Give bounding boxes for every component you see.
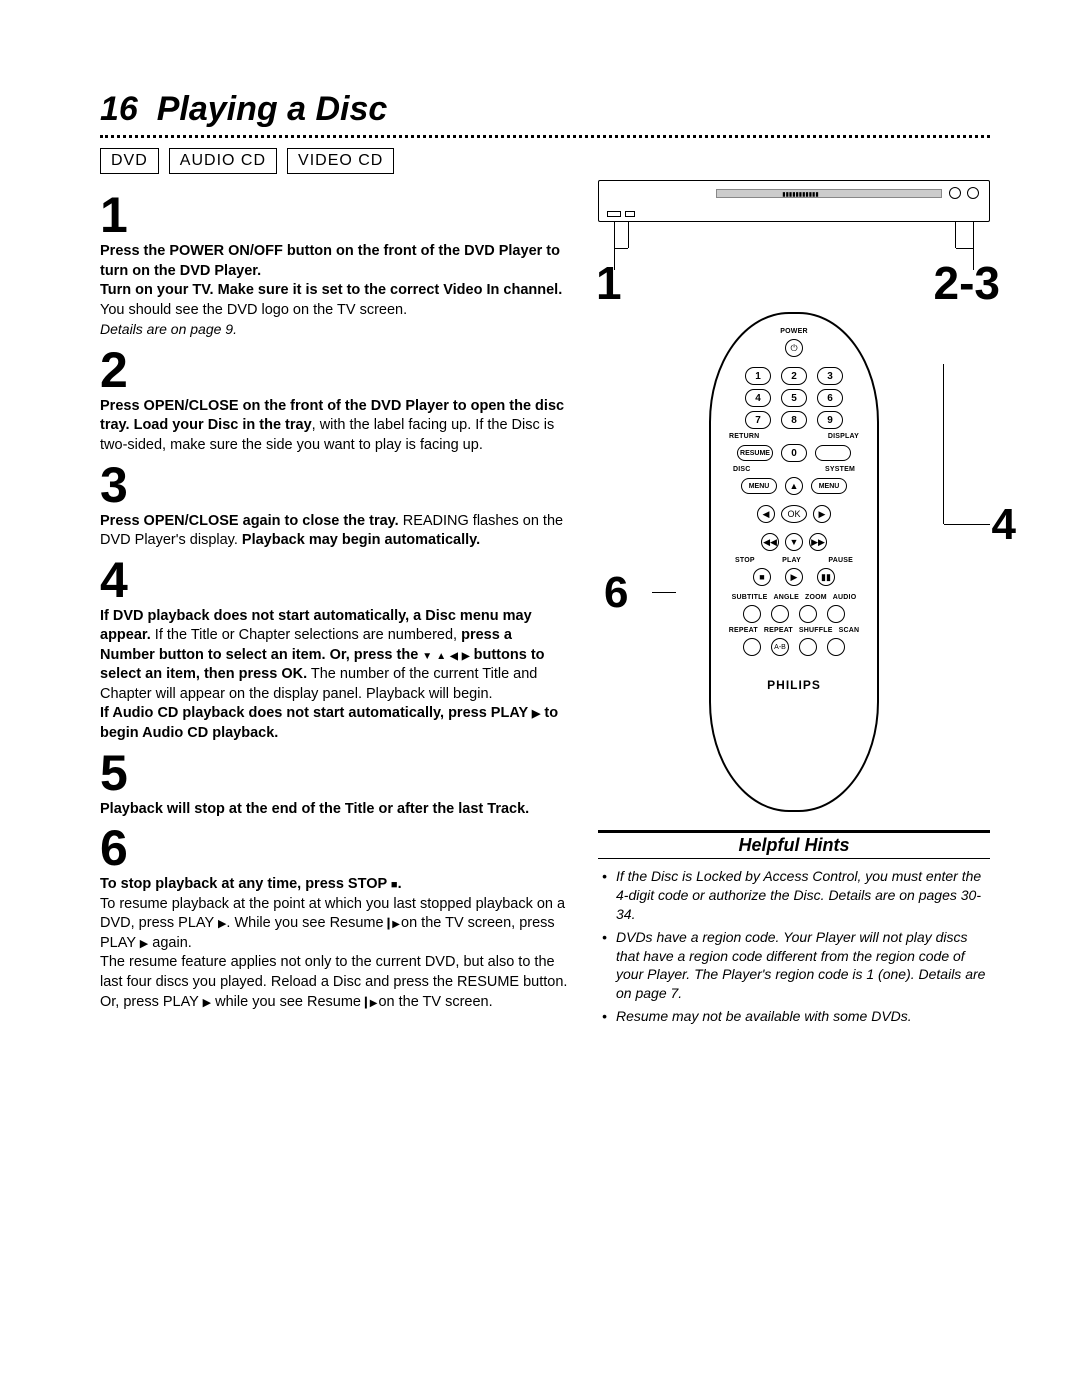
step-6-body: To stop playback at any time, press STOP…	[100, 875, 570, 1012]
helpful-hints-title: Helpful Hints	[598, 830, 990, 859]
device-right-button-1	[949, 187, 961, 199]
num-7: 7	[745, 411, 771, 429]
hint-item: If the Disc is Locked by Access Control,…	[602, 867, 990, 924]
steps-column: 1 Press the POWER ON/OFF button on the f…	[100, 186, 570, 1030]
remote-callout-6: 6	[604, 568, 628, 618]
remote-illustration: POWER ⏻ 1 2 3 4 5 6 7 8	[598, 312, 990, 812]
page-number: 16	[100, 90, 138, 128]
step-1-number: 1	[100, 190, 570, 240]
brand-logo: PHILIPS	[767, 678, 821, 692]
step-3-number: 3	[100, 460, 570, 510]
remote-callout-4: 4	[992, 500, 1016, 550]
shuffle-button	[799, 638, 817, 656]
dvd-player-body: ▮▮▮▮▮▮▮▮▮▮▮	[598, 180, 990, 222]
step-2-body: Press OPEN/CLOSE on the front of the DVD…	[100, 397, 570, 456]
device-vents: ▮▮▮▮▮▮▮▮▮▮▮	[782, 191, 818, 198]
resume-button: RESUME	[737, 445, 773, 461]
return-label: RETURN	[729, 433, 759, 440]
device-callout-1: 1	[596, 256, 622, 310]
num-8: 8	[781, 411, 807, 429]
num-3: 3	[817, 367, 843, 385]
display-button	[815, 445, 851, 461]
zoom-button	[799, 605, 817, 623]
leader-line	[944, 524, 990, 525]
stop-label: STOP	[735, 557, 755, 564]
subtitle-button	[743, 605, 761, 623]
helpful-hints-box: Helpful Hints If the Disc is Locked by A…	[598, 830, 990, 1026]
num-5: 5	[781, 389, 807, 407]
rewind-button: ◀◀	[761, 533, 779, 551]
nav-down-button: ▼	[785, 533, 803, 551]
helpful-hints-list: If the Disc is Locked by Access Control,…	[598, 867, 990, 1026]
num-4: 4	[745, 389, 771, 407]
system-menu-button: MENU	[811, 478, 847, 494]
scan-label: SCAN	[839, 627, 860, 634]
page-heading: Playing a Disc	[157, 90, 388, 128]
forward-button: ▶▶	[809, 533, 827, 551]
nav-right-button: ▶	[813, 505, 831, 523]
step-1-body: Press the POWER ON/OFF button on the fro…	[100, 242, 570, 341]
tag-audio-cd: AUDIO CD	[169, 148, 277, 174]
pause-label: PAUSE	[828, 557, 853, 564]
audio-label: AUDIO	[833, 594, 857, 601]
audio-button	[827, 605, 845, 623]
stop-button: ■	[753, 568, 771, 586]
hint-item: Resume may not be available with some DV…	[602, 1007, 990, 1026]
illustrations-column: ▮▮▮▮▮▮▮▮▮▮▮ 1 2-3 POWER ⏻	[598, 186, 990, 1030]
step-3-body: Press OPEN/CLOSE again to close the tray…	[100, 512, 570, 551]
page-title: 16 Playing a Disc	[100, 90, 990, 129]
leader-line	[955, 222, 956, 248]
num-1: 1	[745, 367, 771, 385]
angle-label: ANGLE	[773, 594, 799, 601]
step-6-number: 6	[100, 823, 570, 873]
nav-left-button: ◀	[757, 505, 775, 523]
play-button: ▶	[785, 568, 803, 586]
step-2-number: 2	[100, 345, 570, 395]
device-callout-2-3: 2-3	[934, 256, 1000, 310]
power-button: ⏻	[785, 339, 803, 357]
scan-button	[827, 638, 845, 656]
repeat-ab-label: REPEAT	[764, 627, 793, 634]
step-4-number: 4	[100, 555, 570, 605]
ok-button: OK	[781, 505, 807, 523]
num-0: 0	[781, 444, 807, 462]
step-5-number: 5	[100, 748, 570, 798]
nav-up-button: ▲	[785, 477, 803, 495]
leader-line	[628, 222, 629, 248]
device-right-button-2	[967, 187, 979, 199]
display-label: DISPLAY	[828, 433, 859, 440]
dvd-player-illustration: ▮▮▮▮▮▮▮▮▮▮▮ 1 2-3	[598, 180, 990, 222]
device-power-button	[607, 211, 621, 217]
num-2: 2	[781, 367, 807, 385]
leader-line	[614, 248, 628, 249]
shuffle-label: SHUFFLE	[799, 627, 833, 634]
system-label: SYSTEM	[825, 466, 855, 473]
leader-line	[956, 248, 974, 249]
tag-dvd: DVD	[100, 148, 159, 174]
device-open-button	[625, 211, 635, 217]
subtitle-label: SUBTITLE	[732, 594, 768, 601]
step-5-body: Playback will stop at the end of the Tit…	[100, 800, 570, 820]
angle-button	[771, 605, 789, 623]
num-9: 9	[817, 411, 843, 429]
hint-item: DVDs have a region code. Your Player wil…	[602, 928, 990, 1004]
remote-body: POWER ⏻ 1 2 3 4 5 6 7 8	[709, 312, 879, 812]
power-label: POWER	[780, 328, 807, 335]
step-4-body: If DVD playback does not start automatic…	[100, 607, 570, 744]
tag-video-cd: VIDEO CD	[287, 148, 394, 174]
title-divider	[100, 135, 990, 138]
leader-line	[652, 592, 676, 593]
disc-label: DISC	[733, 466, 751, 473]
repeat-button	[743, 638, 761, 656]
play-label: PLAY	[782, 557, 801, 564]
disc-type-tags: DVD AUDIO CD VIDEO CD	[100, 148, 990, 174]
disc-menu-button: MENU	[741, 478, 777, 494]
leader-line	[943, 364, 944, 524]
repeat-ab-button: A-B	[771, 638, 789, 656]
repeat-label: REPEAT	[729, 627, 758, 634]
pause-button: ▮▮	[817, 568, 835, 586]
zoom-label: ZOOM	[805, 594, 827, 601]
num-6: 6	[817, 389, 843, 407]
